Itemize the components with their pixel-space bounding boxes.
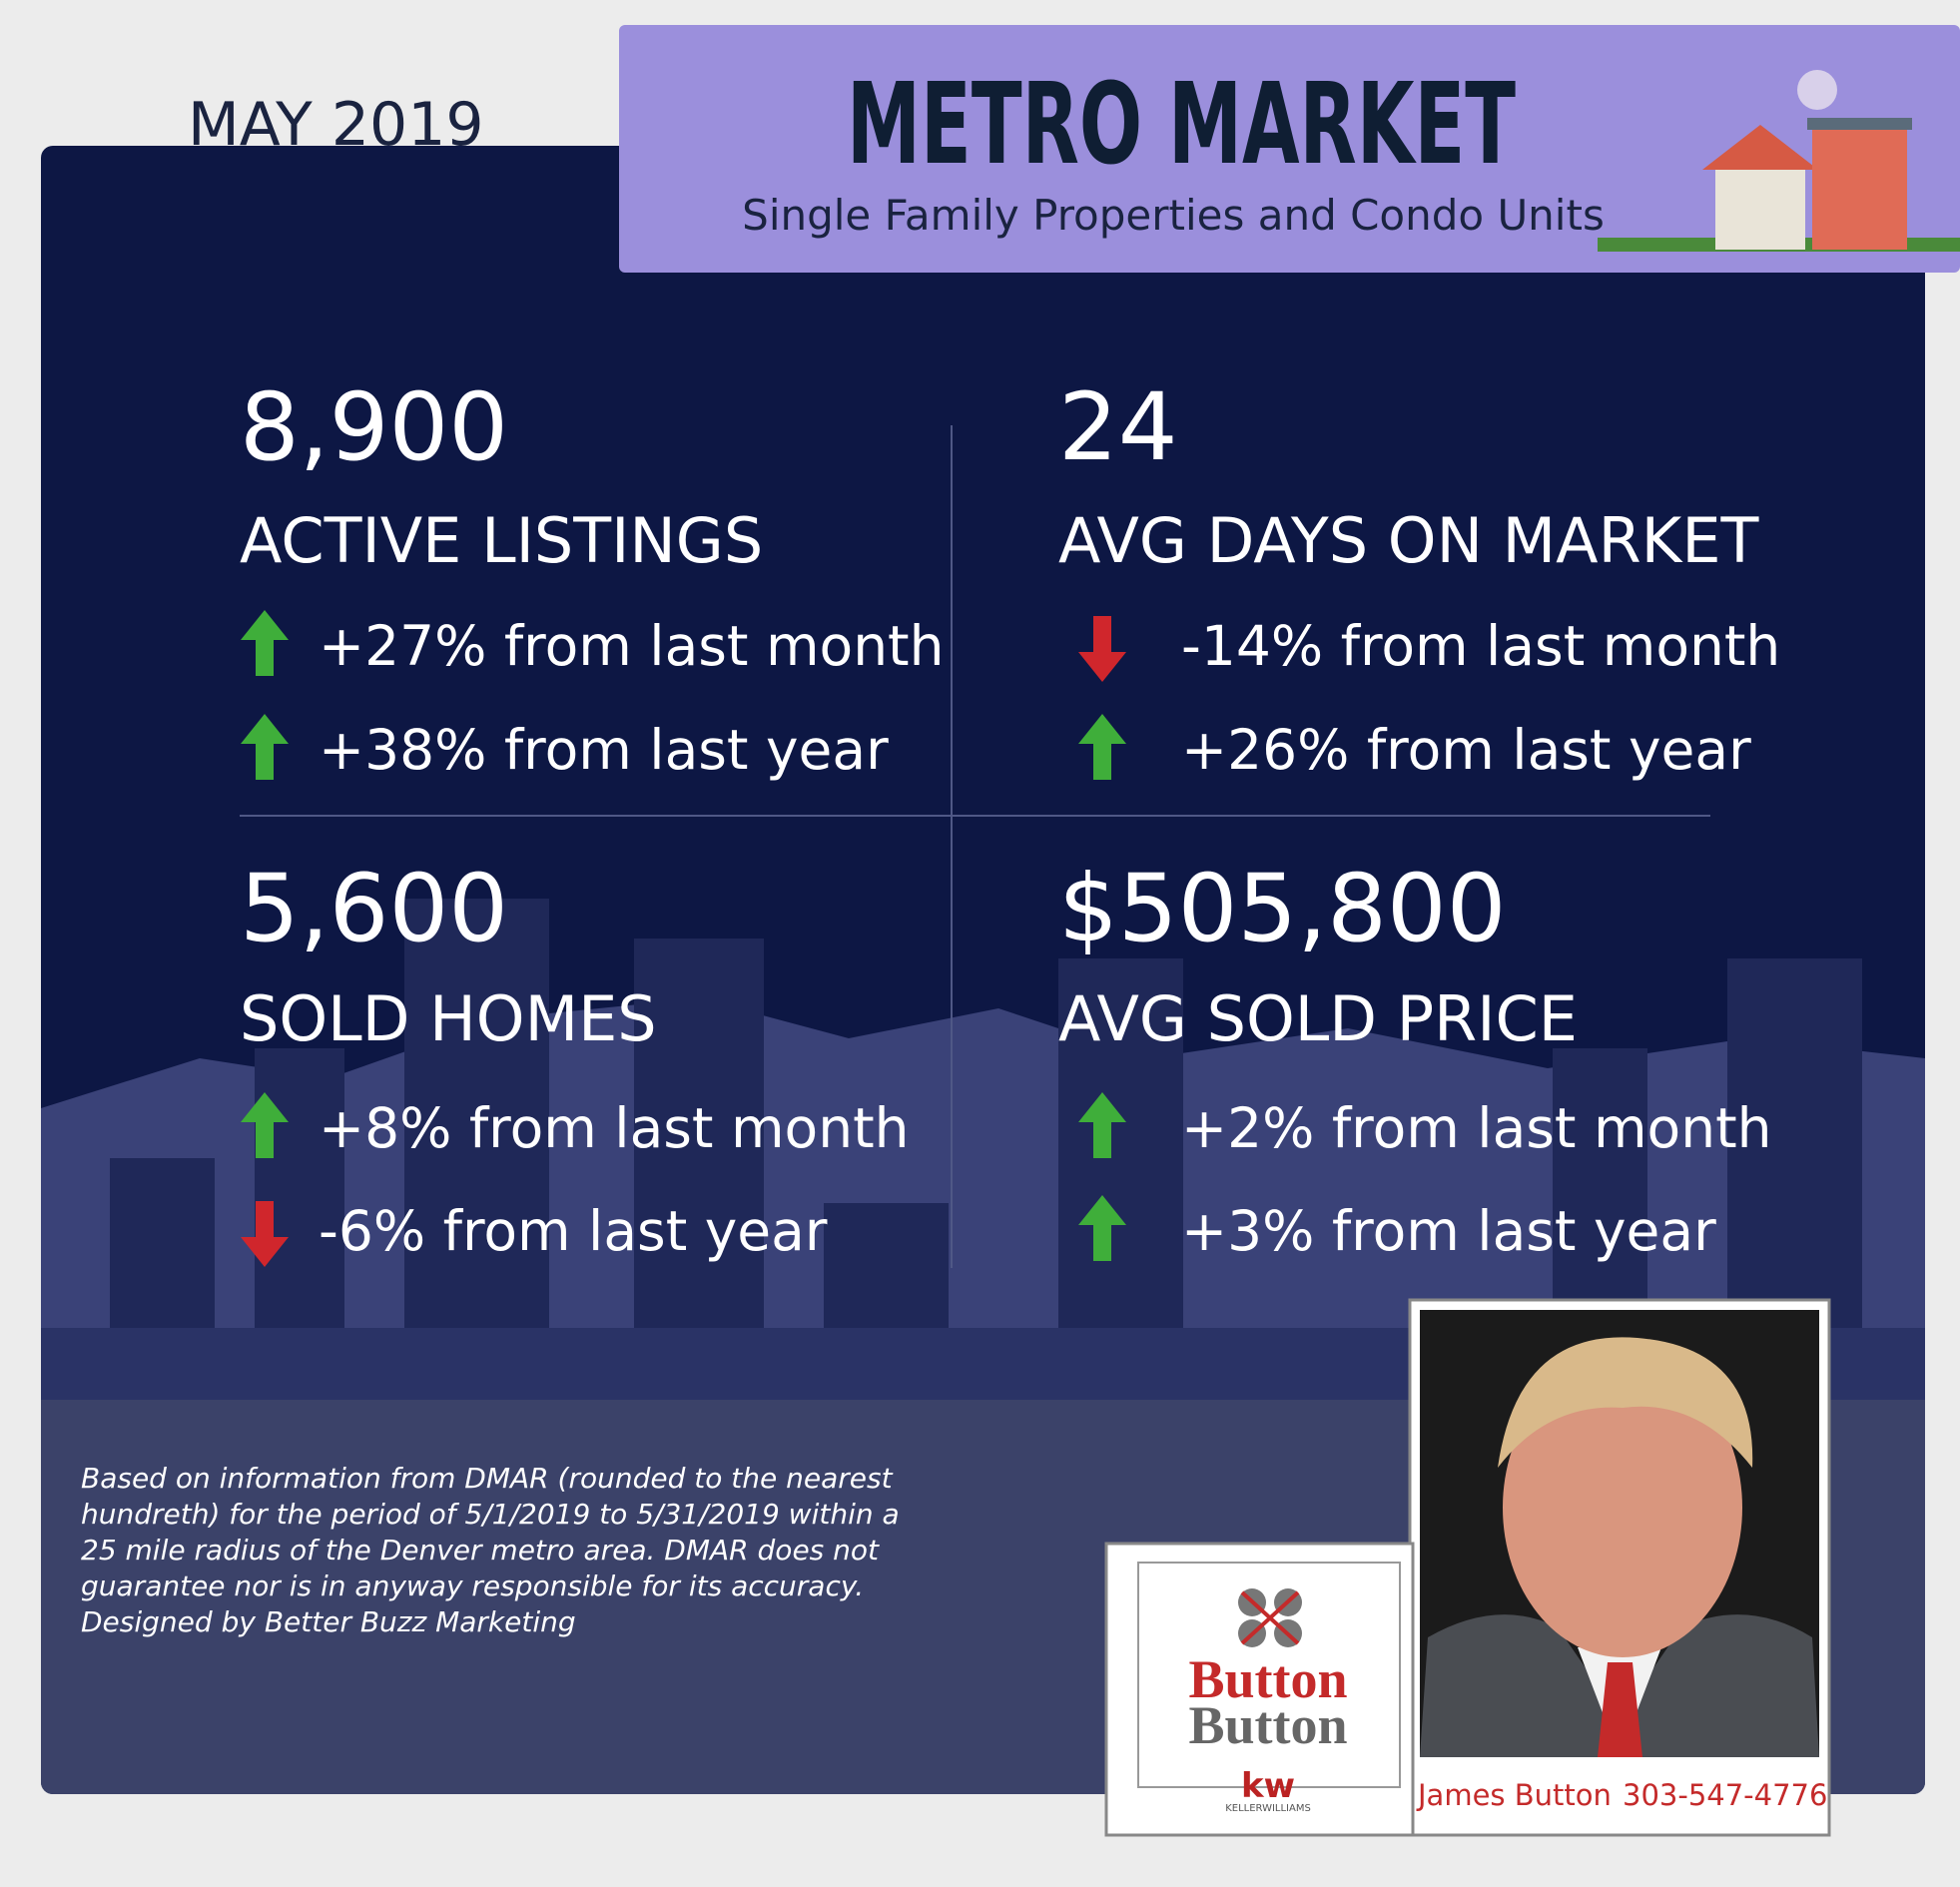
roof: [1702, 125, 1818, 170]
logo-border: [1137, 1562, 1401, 1788]
hair: [1498, 1337, 1753, 1468]
change-text: +26% from last year: [1181, 718, 1751, 782]
arrow-up: [1078, 1195, 1126, 1261]
smoke: [1797, 70, 1837, 110]
stat-value: 24: [1058, 373, 1178, 482]
footnote: Based on information from DMAR (rounded …: [81, 1462, 900, 1638]
header-box: [619, 25, 1960, 273]
title: METRO MARKET: [847, 60, 1516, 190]
tie: [1598, 1662, 1642, 1757]
change-text: +38% from last year: [319, 718, 889, 782]
arrow-up: [241, 1092, 289, 1158]
building: [1058, 958, 1183, 1400]
agent-photo: [1420, 1310, 1819, 1757]
change-text: +8% from last month: [319, 1096, 910, 1160]
logo-icon: [1238, 1588, 1302, 1647]
house: [1715, 160, 1805, 250]
logo-x: [1240, 1590, 1300, 1645]
subtitle: Single Family Properties and Condo Units: [742, 191, 1605, 240]
footnote-line: Designed by Better Buzz Marketing: [81, 1605, 576, 1638]
building-icon: [1812, 125, 1907, 250]
buildings: [41, 899, 1925, 1400]
change-text: +3% from last year: [1181, 1199, 1716, 1263]
change-text: +27% from last month: [319, 614, 944, 678]
logo-line: Button: [1188, 1695, 1347, 1755]
stats: 8,900 ACTIVE LISTINGS +27% from last month…: [240, 373, 1780, 1267]
arrow-up: [1078, 714, 1126, 780]
stat-value: 5,600: [240, 855, 508, 963]
brokerage-logo: kw: [1241, 1766, 1295, 1806]
arrow-down: [241, 1201, 289, 1267]
stat-label: ACTIVE LISTINGS: [240, 504, 763, 577]
building-top: [1807, 118, 1912, 130]
agent-phone: 303-547-4776: [1623, 1778, 1827, 1812]
agent-name: James Button: [1416, 1778, 1612, 1812]
arrow-up: [241, 610, 289, 676]
face: [1503, 1358, 1742, 1657]
change-text: -14% from last month: [1181, 614, 1780, 678]
logo-line: Button: [1188, 1649, 1347, 1709]
stat-value: 8,900: [240, 373, 508, 482]
date: MAY 2019: [188, 90, 484, 160]
arrow-up: [1078, 1092, 1126, 1158]
footnote-line: guarantee nor is in anyway responsible f…: [81, 1570, 864, 1602]
footnote-line: hundreth) for the period of 5/1/2019 to …: [81, 1498, 900, 1531]
stat-label: AVG SOLD PRICE: [1058, 982, 1578, 1055]
houses-icon: [1598, 70, 1960, 252]
stat-value: $505,800: [1058, 855, 1507, 963]
brokerage-name: KELLERWILLIAMS: [1225, 1803, 1311, 1814]
suit: [1420, 1614, 1819, 1757]
footnote-line: 25 mile radius of the Denver metro area.…: [81, 1534, 880, 1567]
change-text: +2% from last month: [1181, 1096, 1772, 1160]
stat-label: SOLD HOMES: [240, 982, 657, 1055]
building: [404, 899, 549, 1400]
arrow-down: [1078, 616, 1126, 682]
stat-label: AVG DAYS ON MARKET: [1058, 504, 1760, 577]
change-text: -6% from last year: [319, 1199, 828, 1263]
footnote-line: Based on information from DMAR (rounded …: [81, 1462, 894, 1495]
building: [634, 939, 764, 1400]
arrow-up: [241, 714, 289, 780]
